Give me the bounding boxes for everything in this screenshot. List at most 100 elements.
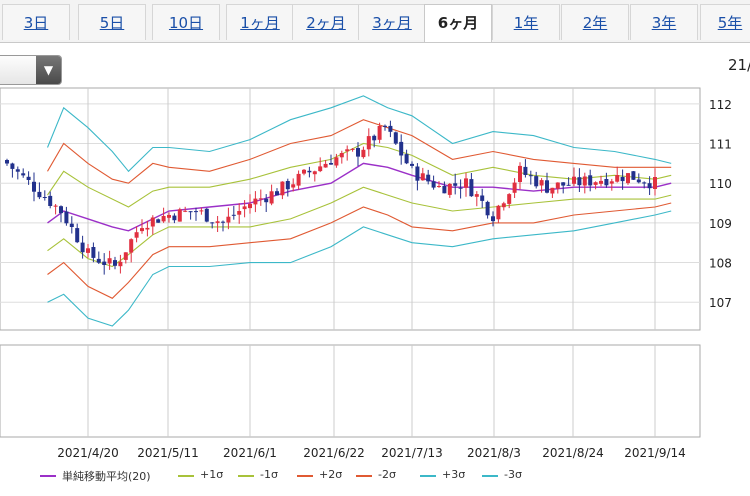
candle-body — [26, 176, 31, 180]
candle-body — [258, 198, 263, 200]
candle-body — [453, 183, 458, 186]
candle-body — [491, 216, 495, 222]
candle-body — [350, 148, 355, 150]
x-tick-label: 2021/7/13 — [381, 446, 443, 460]
candle-body — [140, 228, 144, 232]
candle-body — [161, 216, 166, 222]
candle-body — [226, 216, 231, 223]
tab-1[interactable]: 5日 — [78, 4, 146, 40]
triangle-down-icon[interactable]: ▼ — [36, 56, 61, 84]
tab-5[interactable]: 3ヶ月 — [358, 4, 426, 40]
candle-body — [593, 182, 598, 185]
candle-body — [96, 258, 101, 263]
candle-body — [501, 203, 506, 208]
legend-swatch — [420, 475, 436, 477]
candle-body — [118, 261, 123, 267]
x-tick-label: 2021/8/3 — [467, 446, 521, 460]
candle-body — [248, 203, 252, 209]
tab-3[interactable]: 1ヶ月 — [226, 4, 294, 40]
y-tick-label: 111 — [709, 138, 732, 152]
candle-body — [577, 177, 582, 186]
period-tab-bar: 3日 5日 10日 1ヶ月 2ヶ月 3ヶ月 6ヶ月 1年 2年 3年 5年 — [0, 0, 750, 43]
candle-body — [291, 184, 296, 188]
candle-body — [545, 180, 549, 193]
legend-label: -3σ — [504, 468, 522, 481]
candle-body — [177, 209, 182, 222]
candle-body — [307, 170, 312, 173]
tab-9[interactable]: 3年 — [630, 4, 698, 40]
candle-body — [37, 191, 42, 198]
candle-body — [42, 197, 47, 198]
tab-8[interactable]: 2年 — [561, 4, 629, 40]
candle-body — [442, 186, 447, 194]
candle-body — [550, 187, 555, 194]
tab-0[interactable]: 3日 — [2, 4, 70, 40]
tab-4[interactable]: 2ヶ月 — [292, 4, 360, 40]
candle-body — [626, 173, 630, 184]
candle-body — [318, 166, 323, 172]
candle-body — [5, 160, 9, 164]
candle-body — [636, 179, 641, 183]
candle-body — [518, 165, 522, 182]
legend-label: -2σ — [378, 468, 396, 481]
candle-body — [80, 242, 85, 253]
tab-6[interactable]: 6ヶ月 — [424, 4, 492, 42]
candle-body — [172, 215, 177, 221]
candle-body — [150, 217, 155, 227]
x-tick-label: 2021/8/24 — [542, 446, 604, 460]
candle-body — [323, 163, 328, 168]
candle-body — [64, 211, 69, 224]
candle-body — [275, 191, 279, 196]
candle-body — [647, 183, 652, 189]
candle-body — [372, 135, 377, 141]
legend-swatch — [40, 475, 56, 477]
candle-body — [631, 171, 636, 180]
candle-body — [431, 181, 436, 188]
candle-body — [134, 232, 139, 238]
legend-swatch — [482, 475, 498, 477]
candle-body — [582, 176, 587, 186]
candle-body — [280, 181, 285, 196]
candle-body — [388, 125, 393, 132]
candle-body — [253, 198, 258, 205]
candle-body — [199, 210, 204, 212]
candle-body — [469, 179, 474, 197]
candle-body — [221, 221, 225, 223]
candle-body — [302, 169, 306, 174]
candle-body — [113, 260, 117, 266]
candle-body — [10, 163, 15, 169]
tab-2[interactable]: 10日 — [152, 4, 220, 40]
candle-body — [361, 149, 366, 158]
tab-7[interactable]: 1年 — [492, 4, 560, 40]
candle-body — [204, 208, 209, 222]
candle-body — [32, 181, 36, 192]
legend-swatch — [238, 475, 254, 477]
candle-body — [75, 228, 80, 243]
candle-body — [496, 205, 501, 220]
candle-body — [107, 258, 112, 264]
price-chart: 107 108 109 110 111 112 2021/4/20 2021/5/11 2021… — [0, 87, 732, 460]
candle-body — [404, 154, 409, 164]
candle-body — [215, 221, 220, 223]
candle-body — [555, 182, 560, 189]
legend-label: 単純移動平均(20) — [62, 470, 151, 483]
candle-body — [393, 132, 398, 144]
candle-body — [188, 211, 193, 213]
chart-legend: 単純移動平均(20) +1σ -1σ +2σ -2σ +3σ -3σ — [0, 466, 750, 488]
candle-body — [345, 149, 350, 152]
series-line-0 — [47, 162, 672, 232]
lower-plot-frame — [0, 344, 701, 438]
candle-body — [264, 198, 269, 203]
candle-body — [296, 173, 301, 186]
candle-body — [447, 183, 452, 195]
tab-10[interactable]: 5年 — [700, 4, 750, 40]
legend-label: +3σ — [442, 468, 466, 481]
chart-type-dropdown[interactable]: ▼ — [0, 55, 62, 85]
candle-body — [69, 223, 74, 227]
candle-body — [59, 206, 63, 214]
candle-body — [356, 148, 360, 157]
candle-body — [269, 191, 274, 204]
candle-body — [145, 227, 150, 230]
candle-body — [599, 180, 603, 184]
candle-body — [620, 176, 625, 182]
